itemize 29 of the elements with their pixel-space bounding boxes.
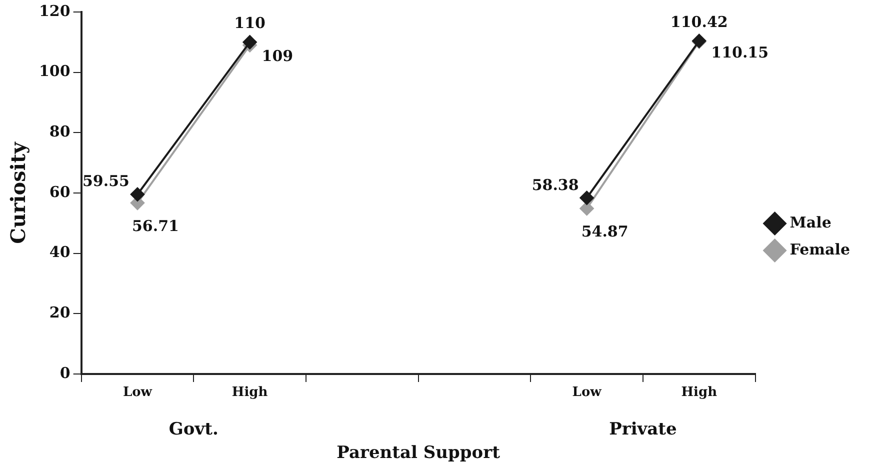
x-tick-label: High (232, 385, 268, 400)
data-label: 59.55 (82, 172, 130, 190)
data-label: 54.87 (581, 222, 628, 240)
data-label: 58.38 (532, 176, 579, 194)
y-tick-label: 100 (39, 62, 70, 80)
point (242, 35, 257, 50)
data-label: 56.71 (132, 216, 179, 235)
text: Govt. (168, 419, 218, 440)
y-tick-label: 40 (49, 243, 70, 262)
text: Private (609, 419, 678, 440)
data-label: 110 (234, 14, 266, 32)
y-tick-label: 20 (49, 304, 70, 322)
x-axis-title: Parental Support (336, 443, 500, 464)
legend-label: Female (790, 240, 850, 258)
y-tick-label: 80 (49, 122, 70, 141)
y-axis-title: Curiosity (6, 140, 30, 244)
data-label: 110.15 (711, 44, 769, 62)
point (580, 190, 594, 205)
x-tick-label: Low (122, 385, 153, 400)
x-tick-label: Low (572, 385, 602, 400)
y-tick-label: 0 (60, 364, 70, 382)
point (580, 201, 594, 216)
data-label: 110.42 (670, 12, 728, 31)
data-label: 109 (262, 47, 294, 66)
legend-label: Male (790, 213, 832, 232)
x-tick-label: High (681, 385, 718, 400)
point (130, 187, 144, 202)
y-tick-label: 120 (39, 2, 70, 20)
y-tick-label: 60 (49, 182, 70, 201)
